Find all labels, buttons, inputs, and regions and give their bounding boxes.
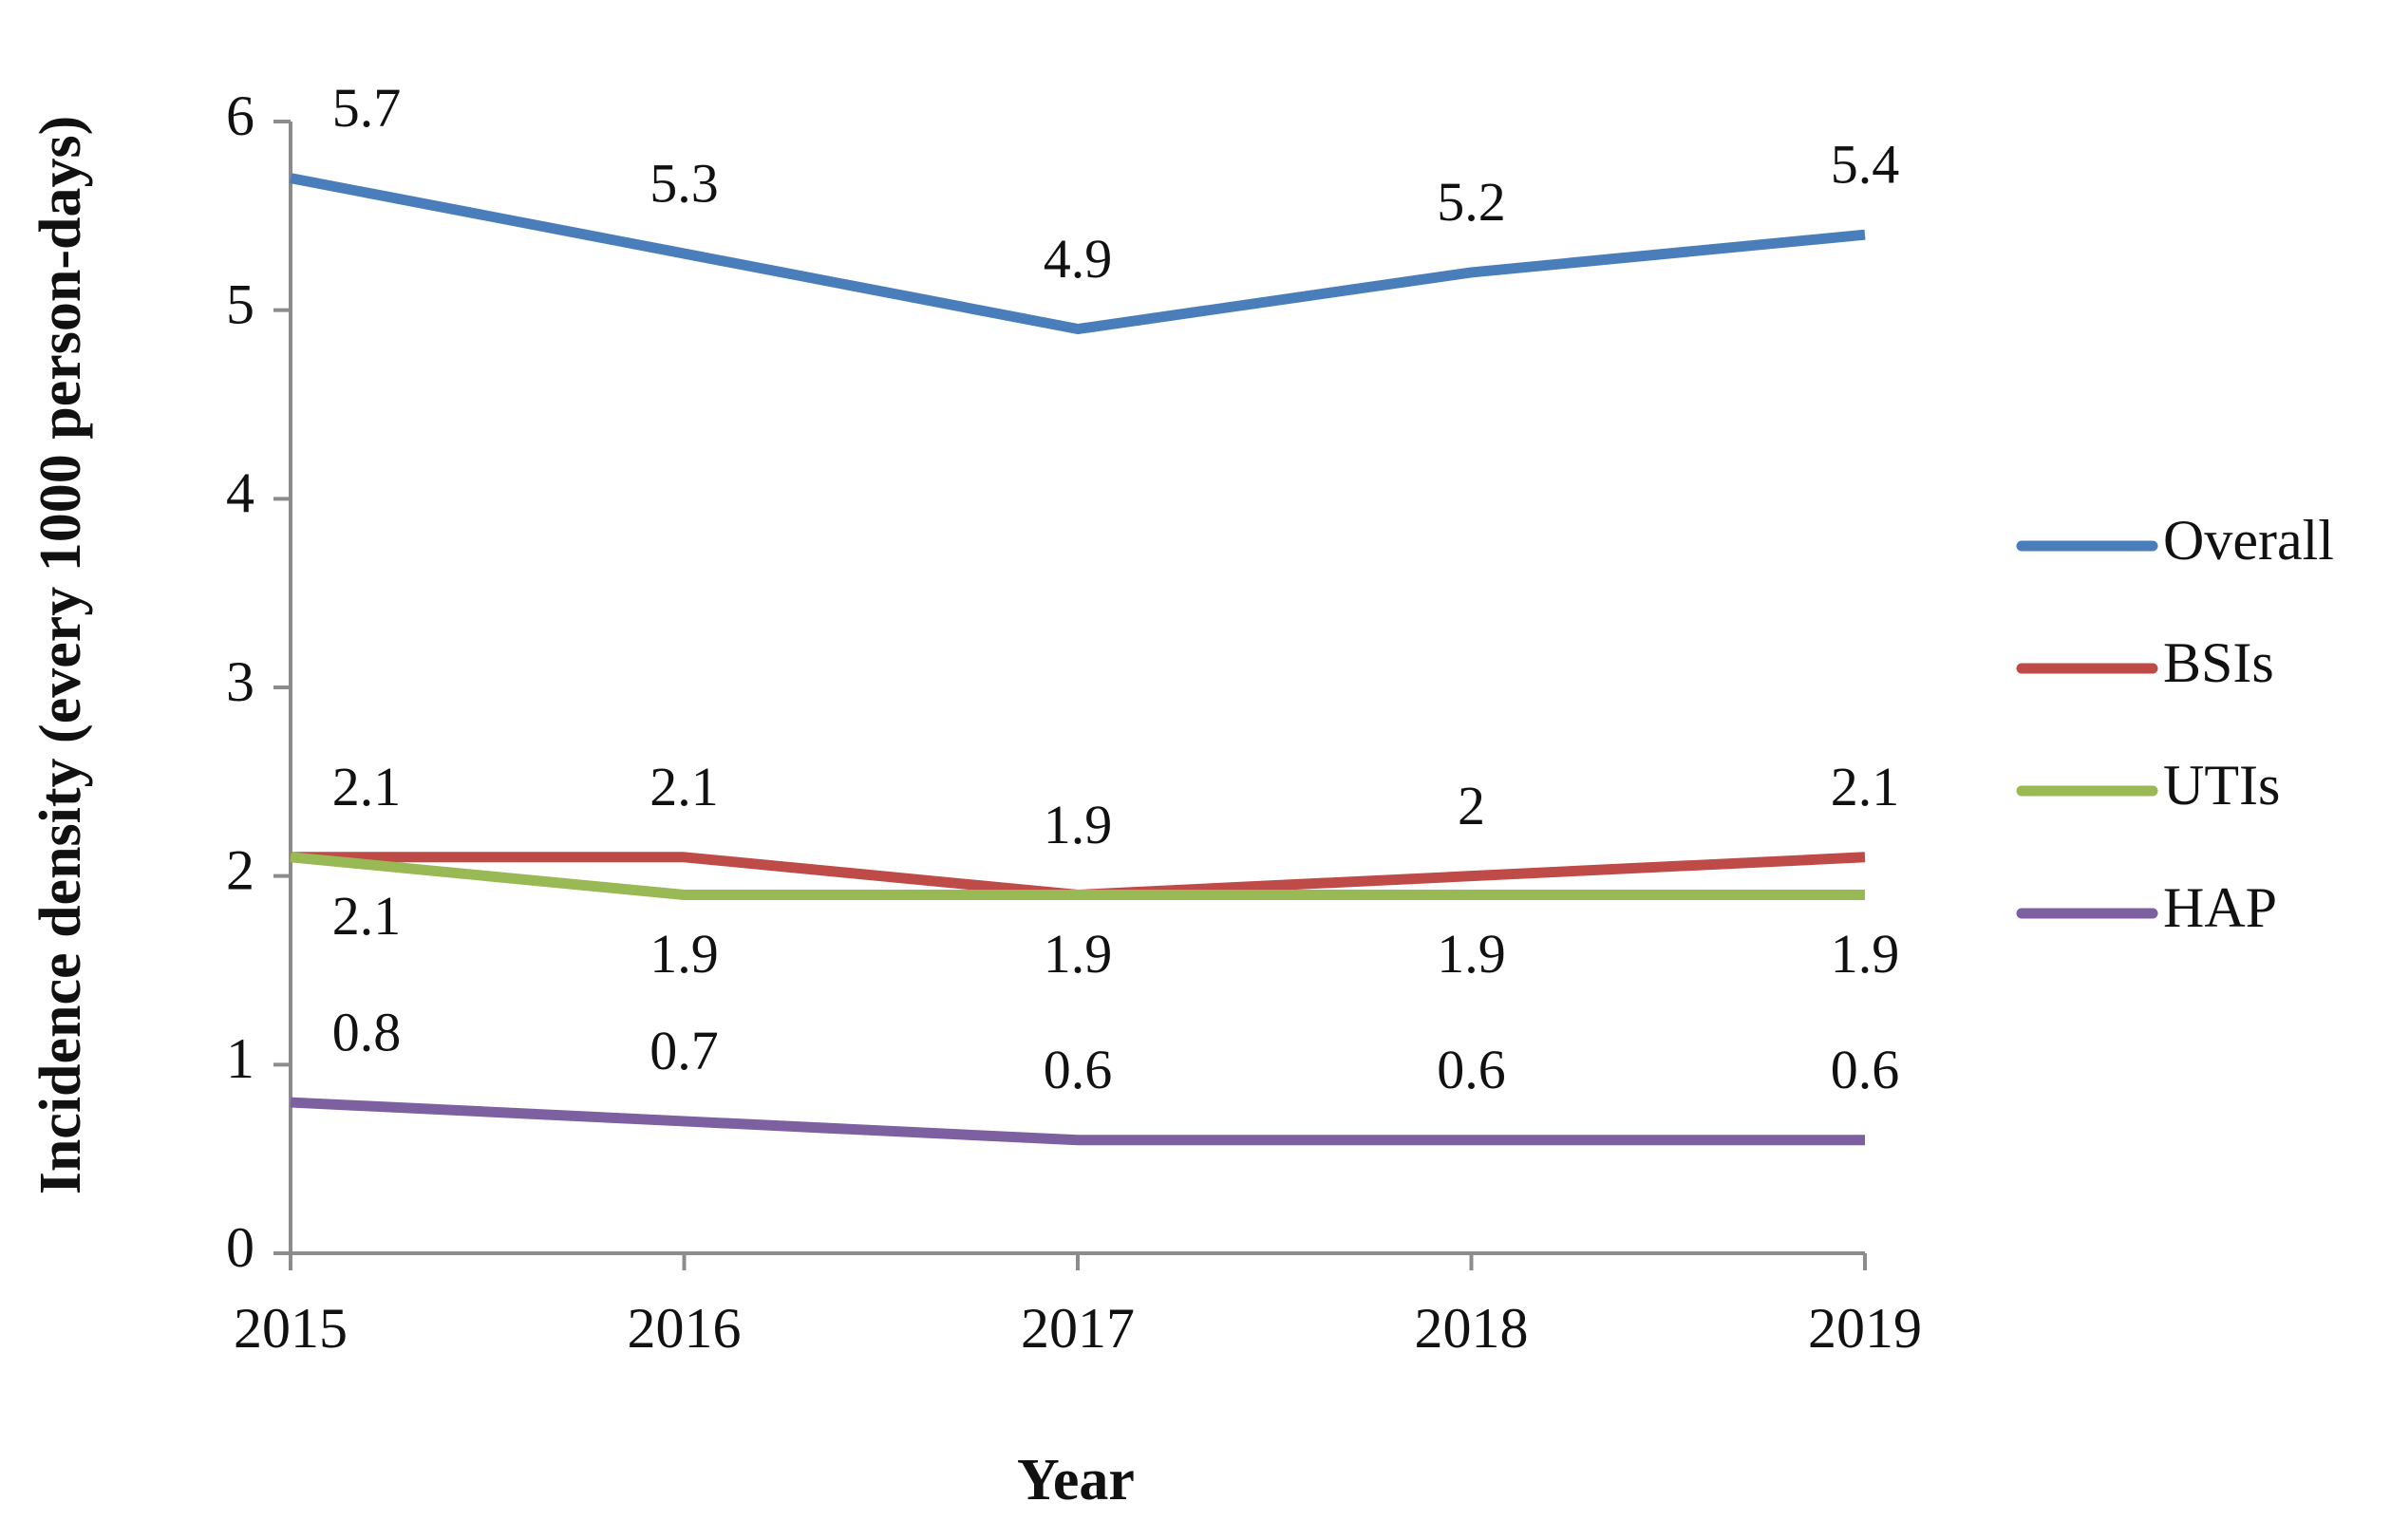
legend-label: BSIs — [2163, 631, 2274, 694]
legend-label: HAP — [2163, 876, 2277, 939]
x-tick-label: 2017 — [1021, 1297, 1135, 1360]
series-line — [290, 1097, 1865, 1146]
y-tick-label: 0 — [226, 1216, 254, 1279]
x-tick-label: 2019 — [1808, 1297, 1922, 1360]
y-tick-label: 6 — [226, 85, 254, 147]
data-label: 5.7 — [332, 77, 402, 139]
data-label: 1.9 — [1831, 923, 1900, 985]
data-label: 5.4 — [1831, 134, 1900, 196]
data-label: 5.2 — [1437, 171, 1506, 233]
series-line — [290, 852, 1865, 901]
y-tick-label: 3 — [226, 650, 254, 713]
y-tick-label: 5 — [226, 272, 254, 335]
data-label: 1.9 — [1044, 794, 1113, 855]
data-label: 1.9 — [1437, 923, 1506, 985]
data-label: 0.7 — [650, 1020, 719, 1081]
data-label: 2.1 — [332, 756, 402, 817]
x-tick-label: 2015 — [234, 1297, 348, 1360]
series-line — [289, 173, 1866, 335]
data-label: 0.6 — [1437, 1039, 1506, 1100]
x-tick-label: 2016 — [628, 1297, 742, 1360]
legend-label: UTIs — [2163, 754, 2280, 817]
data-label: 2.1 — [332, 885, 402, 947]
legend-label: Overall — [2163, 509, 2334, 572]
x-tick-label: 2018 — [1415, 1297, 1529, 1360]
data-label: 0.6 — [1831, 1039, 1900, 1100]
y-tick-label: 4 — [226, 461, 254, 524]
data-label: 2.1 — [650, 756, 719, 817]
data-label: 0.8 — [332, 1001, 402, 1062]
data-label: 2.1 — [1831, 756, 1900, 817]
x-axis-title: Year — [1017, 1448, 1135, 1512]
y-tick-label: 2 — [226, 838, 254, 901]
data-label: 1.9 — [1044, 923, 1113, 985]
data-label: 0.6 — [1044, 1039, 1113, 1100]
data-label: 5.3 — [650, 152, 719, 214]
data-label: 2 — [1458, 775, 1485, 836]
data-label: 4.9 — [1044, 228, 1113, 290]
data-label: 1.9 — [650, 923, 719, 985]
y-tick-label: 1 — [226, 1027, 254, 1090]
y-axis-title: Incidence density (every 1000 person-day… — [28, 116, 93, 1195]
